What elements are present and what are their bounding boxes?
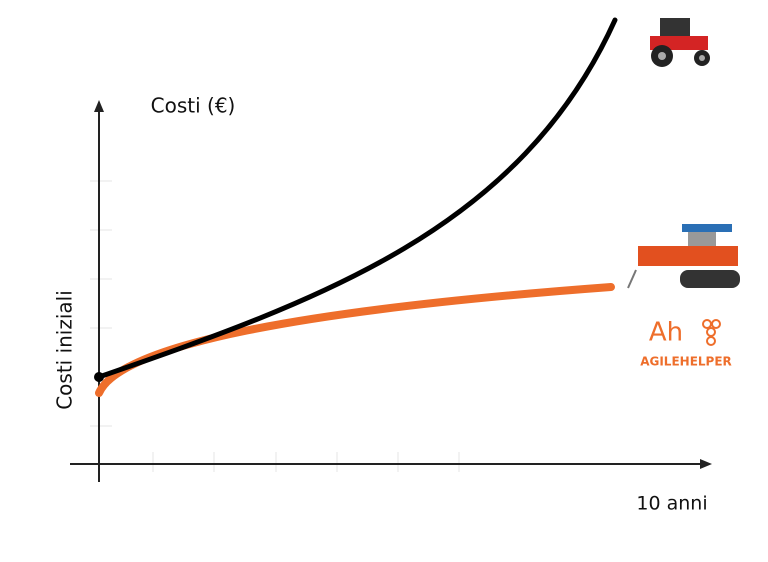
logo-grape <box>702 319 721 346</box>
start-point <box>94 372 104 382</box>
crawler-machine-icon <box>627 224 740 289</box>
y-axis-arrow <box>94 100 104 112</box>
x-axis-arrow <box>700 459 712 469</box>
faint-ticks <box>90 180 460 472</box>
y-axis-label: Costi (€) <box>151 94 236 118</box>
tractor-cost-curve <box>96 17 618 380</box>
logo-mark: Ah <box>649 318 683 348</box>
logo-name: AGILEHELPER <box>640 355 732 369</box>
y-origin-label: Costi iniziali <box>53 290 77 410</box>
agilehelper-cost-curve <box>95 283 615 397</box>
x-axis-end-label: 10 anni <box>636 493 707 515</box>
tractor-icon <box>650 18 710 67</box>
